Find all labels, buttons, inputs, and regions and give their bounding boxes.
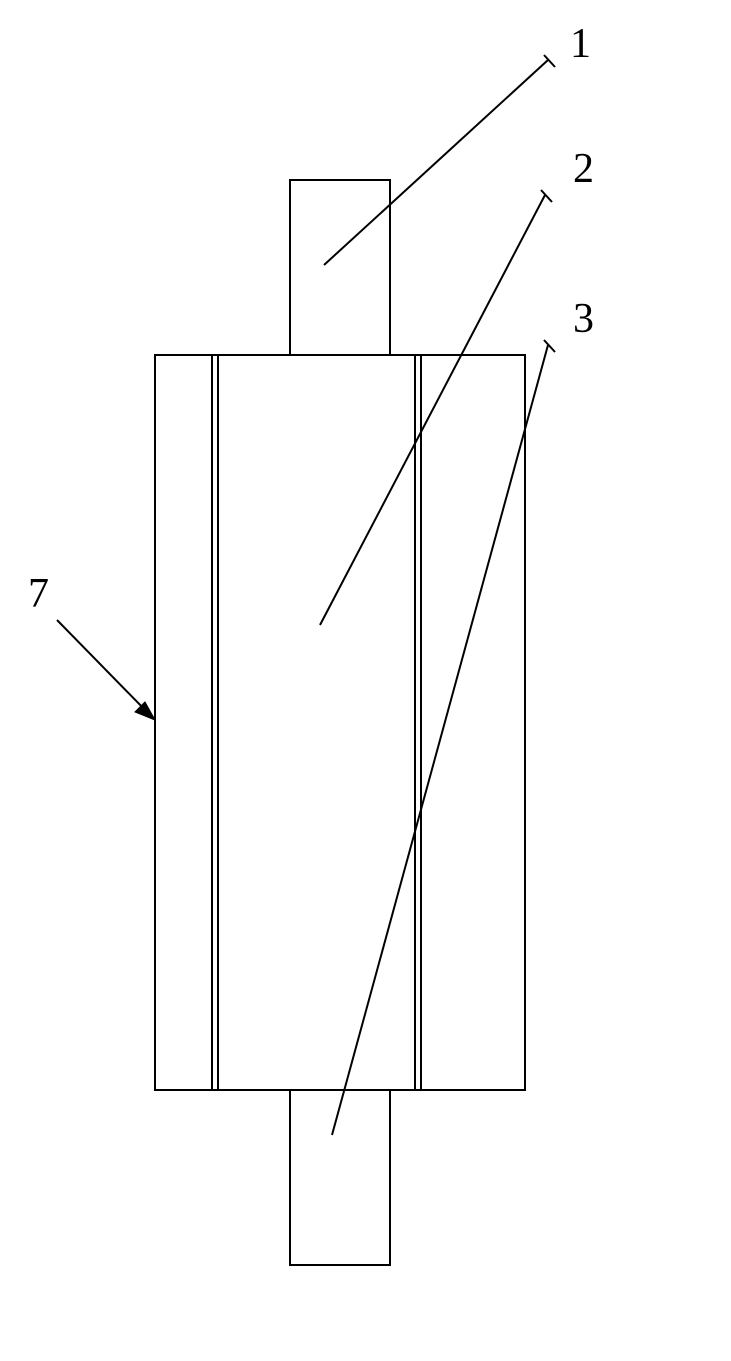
leader-line-7 — [57, 620, 150, 715]
main-body — [155, 355, 525, 1090]
label-2: 2 — [573, 145, 594, 193]
arrow-7 — [135, 702, 155, 720]
bottom-shaft — [290, 1090, 390, 1265]
top-shaft — [290, 180, 390, 355]
label-1: 1 — [570, 20, 591, 68]
label-3: 3 — [573, 295, 594, 343]
leader-line-1 — [324, 60, 548, 265]
diagram-svg — [0, 0, 731, 1356]
label-7: 7 — [28, 570, 49, 618]
technical-diagram: 1 2 3 7 — [0, 0, 731, 1356]
